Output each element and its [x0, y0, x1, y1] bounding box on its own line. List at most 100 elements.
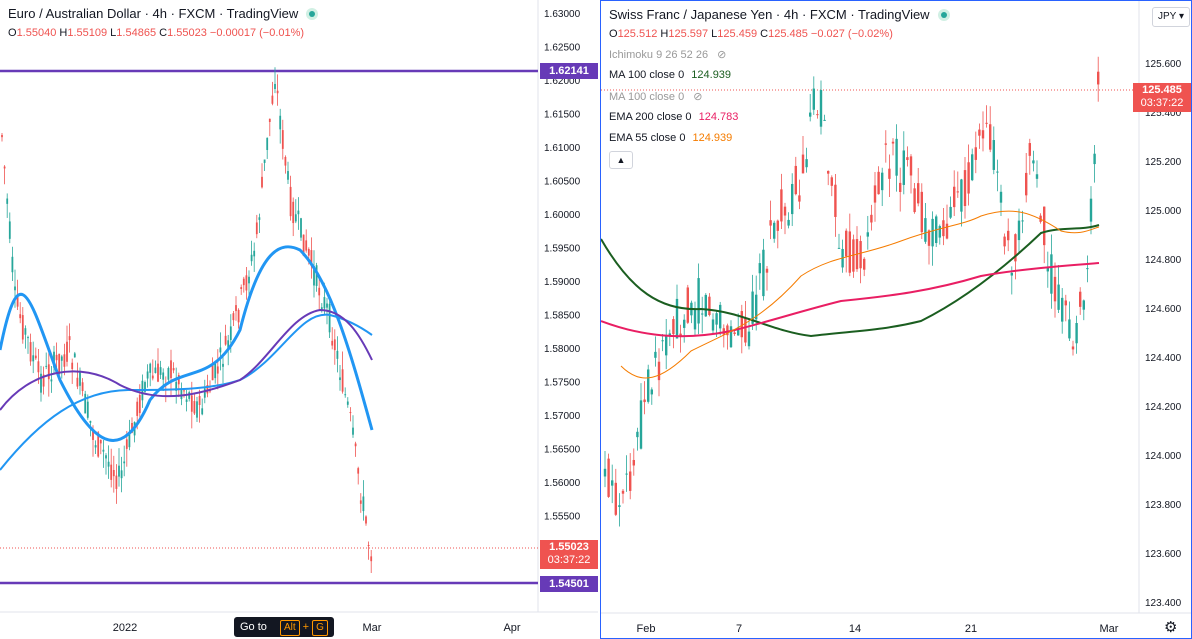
change-value: −0.027 (−0.02%)	[810, 28, 893, 40]
candle-body	[279, 115, 282, 130]
candle-body	[16, 296, 19, 307]
candle-body	[297, 210, 300, 215]
candle-body	[791, 183, 794, 215]
candle-body	[58, 353, 61, 375]
candle-body	[172, 368, 175, 371]
candle-body	[177, 375, 180, 385]
candle-body	[1082, 300, 1085, 310]
candle-body	[931, 218, 934, 247]
candle-body	[672, 319, 675, 335]
candle-body	[102, 449, 105, 452]
candle-body	[128, 432, 131, 448]
candle-body	[138, 394, 141, 414]
eye-hidden-icon[interactable]: ⊘	[717, 49, 727, 61]
candle-body	[310, 250, 313, 267]
candle-body	[359, 500, 362, 504]
indicator-name: EMA 200 close 0	[609, 111, 692, 123]
candle-body	[27, 337, 29, 339]
candle-body	[654, 351, 657, 358]
gear-icon[interactable]: ⚙	[1164, 619, 1178, 636]
candle-body	[765, 268, 769, 273]
candle-body	[881, 172, 884, 191]
candle-body	[284, 157, 287, 166]
high-label: H	[59, 27, 68, 39]
indicator-ma100-b[interactable]: MA 100 close 0 ⊘	[609, 90, 703, 103]
price-axis-label: 123.600	[1145, 549, 1182, 560]
candle-body	[29, 342, 32, 362]
price-axis-label: 124.000	[1145, 451, 1182, 462]
close-label: C	[760, 28, 769, 40]
candle-body	[971, 154, 974, 181]
candle-body	[45, 365, 48, 367]
candle-body	[920, 191, 923, 233]
right-symbol-title: Swiss Franc / Japanese Yen · 4h · FXCM ·…	[609, 7, 930, 22]
candle-body	[1046, 267, 1049, 272]
candle-body	[783, 206, 787, 216]
candle-body	[73, 353, 76, 358]
candle-body	[614, 482, 617, 515]
close-label: C	[159, 27, 168, 39]
price-axis-label: 1.62000	[544, 76, 581, 87]
indicator-value: 124.939	[692, 132, 733, 144]
candle-body	[1086, 268, 1089, 270]
candle-body	[68, 336, 71, 341]
indicator-name: MA 100 close 0	[609, 91, 685, 103]
collapse-legend-button[interactable]: ▲	[609, 151, 633, 169]
candle-body	[21, 315, 24, 340]
open-value: 125.512	[617, 28, 658, 40]
candle-body	[40, 373, 42, 393]
indicator-ma100-a[interactable]: MA 100 close 0 124.939	[609, 69, 731, 81]
open-label: O	[8, 27, 17, 39]
candle-body	[845, 230, 848, 257]
candle-body	[949, 206, 952, 218]
candle-body	[271, 95, 274, 104]
candle-body	[154, 367, 157, 373]
candle-body	[701, 313, 704, 315]
candle-body	[787, 219, 790, 226]
candle-body	[47, 364, 50, 380]
candle-body	[708, 296, 711, 316]
indicator-ema200[interactable]: EMA 200 close 0 124.783	[609, 111, 738, 123]
candle-body	[1068, 319, 1071, 339]
candle-body	[183, 390, 185, 392]
candle-body	[629, 471, 632, 491]
candle-body	[292, 201, 295, 224]
eur-aud-chart-canvas[interactable]: 1.63000 1.62500 1.62000 1.61500 1.61000 1.605…	[0, 0, 598, 639]
currency-button[interactable]: JPY ▾	[1152, 7, 1190, 27]
candle-body	[261, 176, 263, 188]
candle-body	[873, 185, 877, 203]
alt-key: Alt	[279, 620, 300, 636]
candle-body	[809, 112, 812, 117]
candle-body	[193, 401, 196, 414]
chf-jpy-chart-pane[interactable]: 125.600 125.400 125.200 125.000 124.800 124.6…	[600, 0, 1192, 639]
candle-body	[1003, 236, 1006, 247]
eye-hidden-icon[interactable]: ⊘	[693, 91, 703, 103]
candle-body	[352, 427, 354, 435]
chf-jpy-chart-canvas[interactable]: 125.600 125.400 125.200 125.000 124.800 124.6…	[601, 1, 1192, 639]
candle-body	[647, 369, 650, 402]
candle-body	[960, 179, 963, 212]
candle-body	[1014, 234, 1017, 262]
indicator-ema55[interactable]: EMA 55 close 0 124.939	[609, 132, 732, 144]
price-axis-label: 125.600	[1145, 59, 1182, 70]
candle-body	[60, 356, 63, 361]
candle-body	[956, 191, 959, 193]
candle-body	[323, 297, 326, 309]
indicator-ichimoku[interactable]: Ichimoku 9 26 52 26 ⊘	[609, 48, 726, 61]
candle-body	[248, 276, 250, 284]
price-axis-label: 124.400	[1145, 353, 1182, 364]
eur-aud-chart-pane[interactable]: 1.63000 1.62500 1.62000 1.61500 1.61000 1.605…	[0, 0, 598, 639]
candle-body	[697, 278, 700, 324]
candle-body	[719, 304, 722, 329]
candle-body	[1061, 297, 1064, 322]
indicator-name: MA 100 close 0	[609, 69, 685, 81]
candle-body	[190, 395, 193, 412]
go-to-date-button[interactable]: Go to Alt + G	[234, 617, 334, 637]
low-label: L	[110, 27, 117, 39]
price-axis-label: 1.56000	[544, 478, 581, 489]
candle-body	[328, 303, 331, 333]
candle-body	[989, 124, 992, 150]
candle-body	[37, 361, 40, 373]
candle-body	[906, 157, 909, 161]
candle-body	[94, 445, 97, 448]
